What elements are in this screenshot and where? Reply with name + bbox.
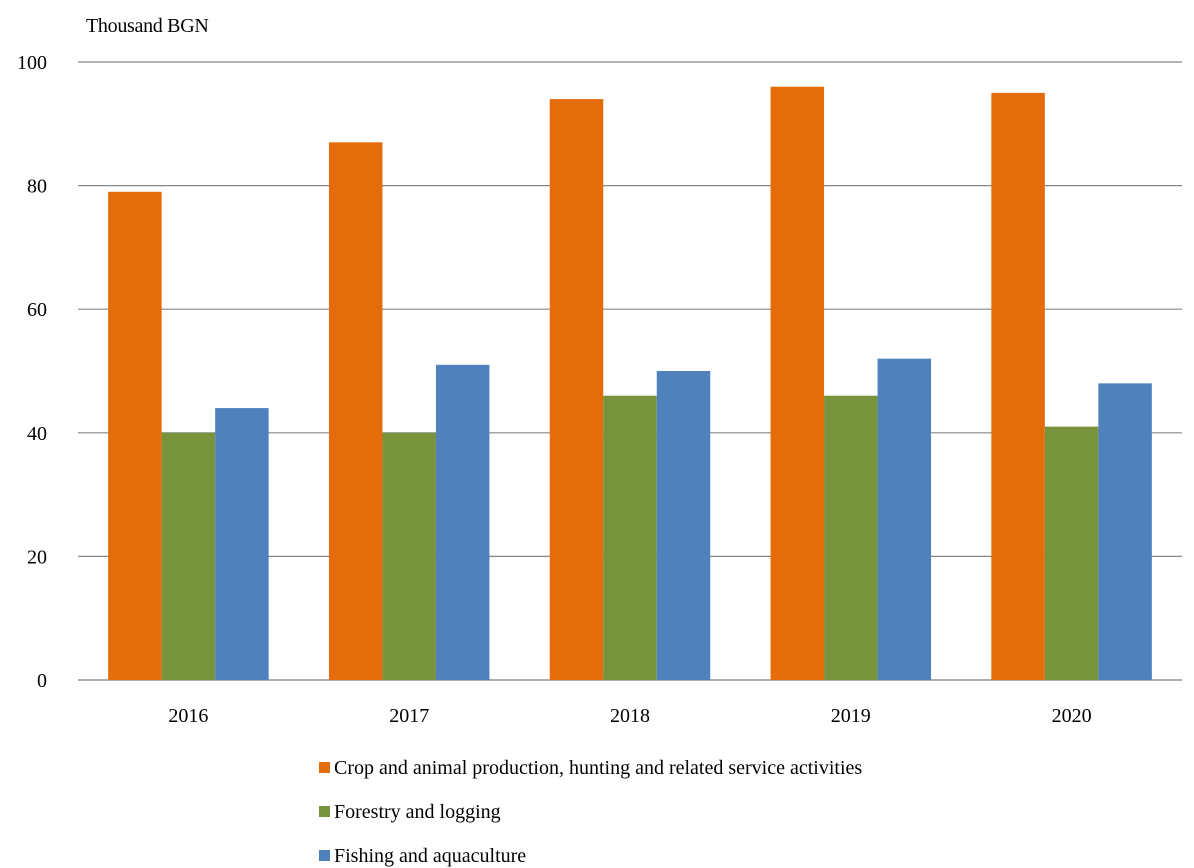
bar-2016-series-3 bbox=[215, 408, 269, 680]
bar-2019-series-2 bbox=[824, 395, 878, 680]
x-tick-label: 2017 bbox=[389, 705, 429, 727]
x-tick-label: 2020 bbox=[1052, 705, 1092, 727]
legend-label-crop: Crop and animal production, hunting and … bbox=[334, 757, 863, 779]
bar-2018-series-2 bbox=[603, 395, 657, 680]
x-tick-label: 2019 bbox=[831, 705, 871, 727]
bar-2016-series-2 bbox=[161, 432, 216, 680]
bar-2017-series-2 bbox=[382, 432, 436, 680]
bar-2019-series-3 bbox=[877, 358, 932, 680]
legend-swatch-crop bbox=[319, 762, 330, 773]
legend-item-fishing: Fishing and aquaculture bbox=[319, 844, 526, 868]
y-axis-unit-label: Thousand BGN bbox=[86, 15, 209, 37]
legend-label-fishing: Fishing and aquaculture bbox=[334, 845, 527, 867]
bar-2020-series-2 bbox=[1044, 426, 1099, 680]
y-tick-label: 80 bbox=[27, 176, 47, 198]
bar-2018-series-3 bbox=[656, 371, 711, 680]
bars bbox=[108, 86, 1152, 681]
bar-chart: 0 20 40 60 80 100 2016 2017 2018 2019 2020 bbox=[17, 52, 1182, 727]
bar-2020-series-3 bbox=[1098, 383, 1152, 680]
bar-2019-series-1 bbox=[770, 86, 825, 681]
bar-2016-series-1 bbox=[108, 191, 162, 680]
bar-2018-series-1 bbox=[549, 99, 604, 680]
x-tick-label: 2018 bbox=[610, 705, 650, 727]
legend-swatch-forestry bbox=[319, 806, 330, 817]
legend-label-forestry: Forestry and logging bbox=[334, 801, 501, 823]
legend-swatch-fishing bbox=[319, 850, 330, 861]
y-tick-label: 60 bbox=[27, 299, 47, 321]
legend-item-forestry: Forestry and logging bbox=[319, 800, 501, 824]
legend-item-crop: Crop and animal production, hunting and … bbox=[319, 756, 862, 780]
y-tick-label: 100 bbox=[17, 52, 47, 74]
y-tick-label: 0 bbox=[37, 670, 47, 692]
x-tick-label: 2016 bbox=[168, 705, 208, 727]
bar-2017-series-1 bbox=[328, 142, 383, 681]
y-tick-label: 20 bbox=[27, 546, 47, 568]
bar-2020-series-1 bbox=[991, 92, 1045, 680]
y-tick-label: 40 bbox=[27, 423, 47, 445]
bar-2017-series-3 bbox=[435, 364, 490, 680]
axis-ticks: 0 20 40 60 80 100 2016 2017 2018 2019 2020 bbox=[17, 52, 1092, 727]
